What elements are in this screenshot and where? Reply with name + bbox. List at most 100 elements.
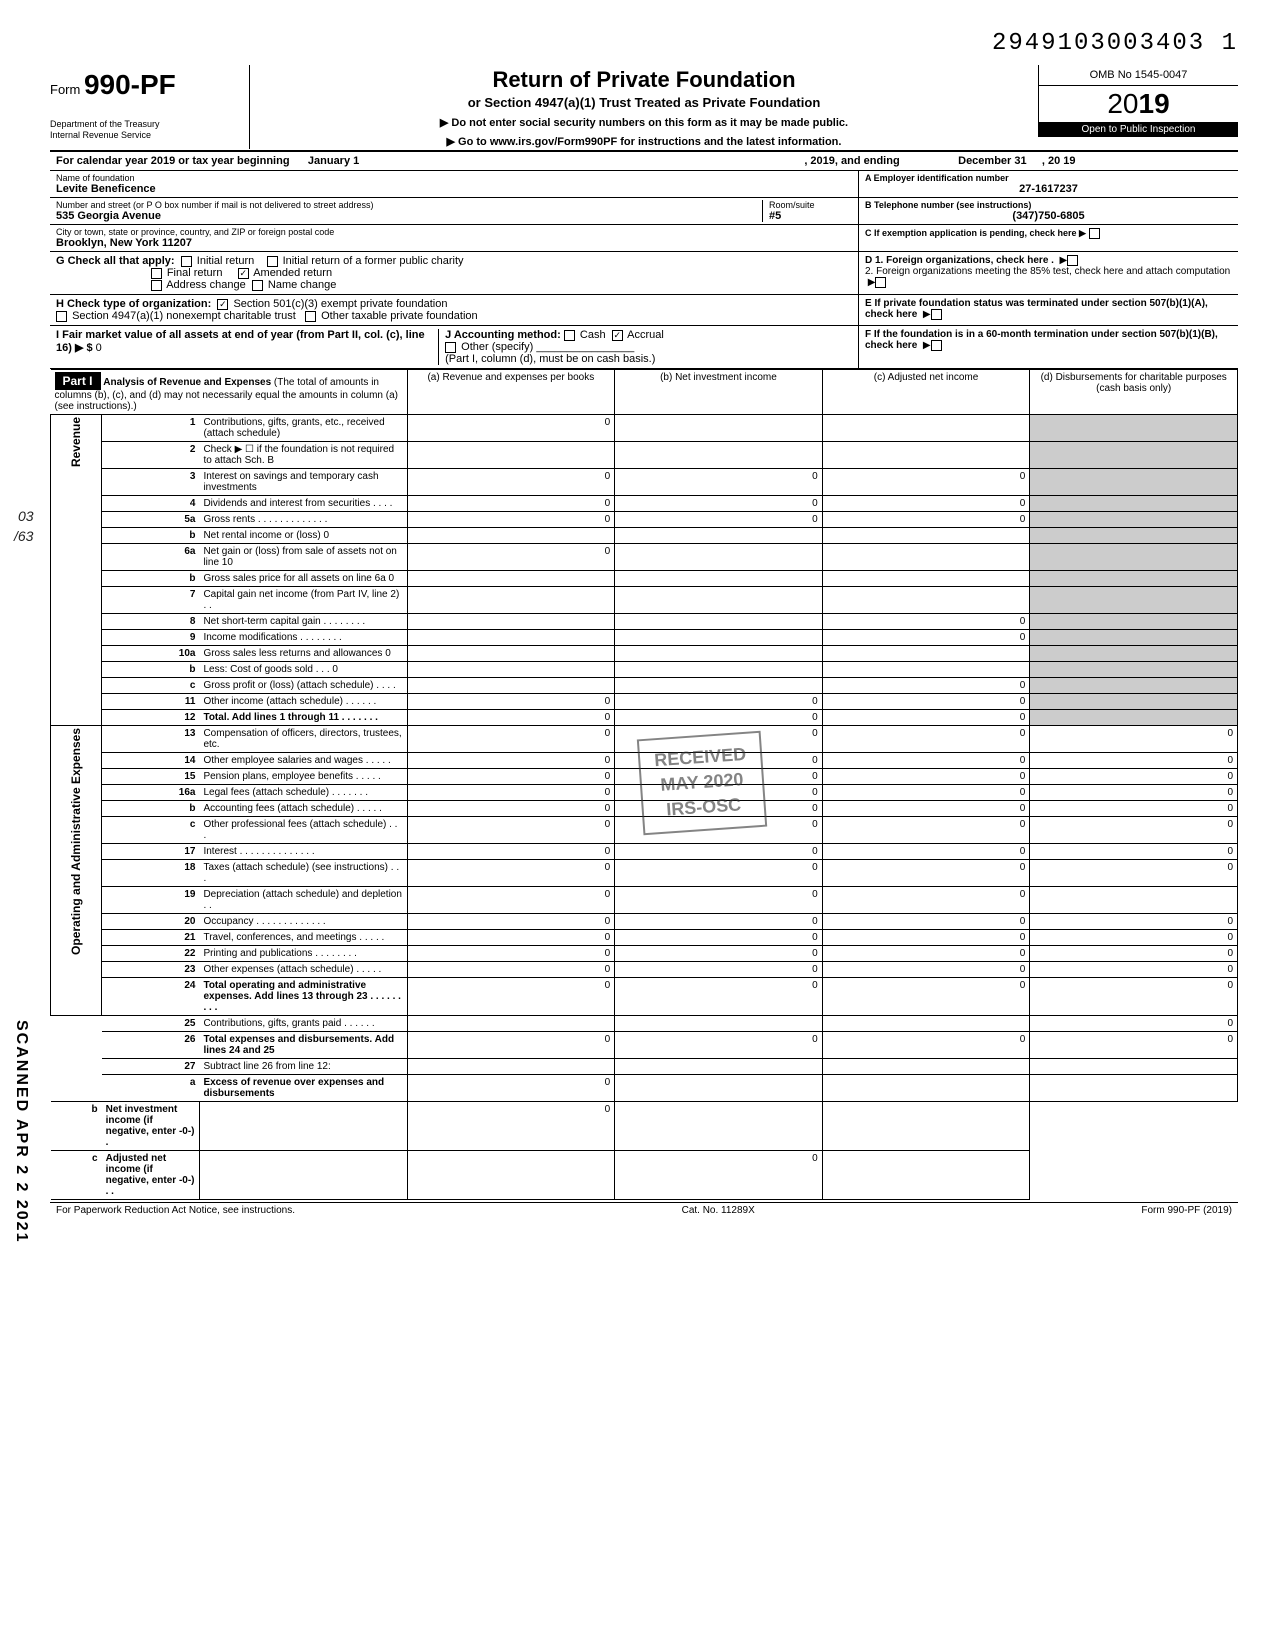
cell-d[interactable]: 0: [1030, 860, 1238, 887]
cell-b[interactable]: [615, 587, 823, 614]
cell-c[interactable]: 0: [822, 726, 1030, 753]
cell-c[interactable]: 0: [822, 817, 1030, 844]
cell-c[interactable]: [822, 544, 1030, 571]
cell-c[interactable]: 0: [822, 785, 1030, 801]
cell-a[interactable]: 0: [407, 544, 615, 571]
cell-b[interactable]: 0: [615, 694, 823, 710]
cell-d[interactable]: 0: [1030, 1016, 1238, 1032]
cell-b[interactable]: [615, 1059, 823, 1075]
cell-b[interactable]: 0: [615, 1032, 823, 1059]
cell-c[interactable]: 0: [822, 1032, 1030, 1059]
chk-501c3[interactable]: ✓: [217, 299, 228, 310]
cell-d[interactable]: [822, 1102, 1030, 1151]
cell-a[interactable]: 0: [407, 512, 615, 528]
cell-a[interactable]: 0: [407, 817, 615, 844]
cell-b[interactable]: [615, 415, 823, 442]
city-state-zip[interactable]: Brooklyn, New York 11207: [56, 237, 852, 249]
cell-b[interactable]: [615, 630, 823, 646]
chk-former-charity[interactable]: [267, 256, 278, 267]
cell-c[interactable]: 0: [822, 860, 1030, 887]
cell-d[interactable]: [1030, 571, 1238, 587]
chk-cash[interactable]: [564, 330, 575, 341]
cell-d[interactable]: 0: [1030, 930, 1238, 946]
cell-d[interactable]: [1030, 678, 1238, 694]
cell-d[interactable]: [1030, 614, 1238, 630]
cell-a[interactable]: [407, 662, 615, 678]
cell-b[interactable]: [615, 571, 823, 587]
cell-d[interactable]: 0: [1030, 785, 1238, 801]
cell-a[interactable]: 0: [407, 785, 615, 801]
cell-d[interactable]: 0: [1030, 1032, 1238, 1059]
cell-d[interactable]: [1030, 442, 1238, 469]
phone-value[interactable]: (347)750-6805: [865, 210, 1232, 222]
cell-b[interactable]: 0: [615, 801, 823, 817]
cell-c[interactable]: [822, 1016, 1030, 1032]
cell-d[interactable]: [1030, 710, 1238, 726]
c-checkbox[interactable]: [1089, 228, 1100, 239]
cell-c[interactable]: 0: [822, 769, 1030, 785]
chk-name-change[interactable]: [252, 280, 263, 291]
cell-d[interactable]: 0: [1030, 844, 1238, 860]
cell-b[interactable]: [615, 544, 823, 571]
cell-a[interactable]: 0: [407, 415, 615, 442]
cell-b[interactable]: 0: [615, 512, 823, 528]
cell-d[interactable]: [1030, 469, 1238, 496]
cell-a[interactable]: 0: [407, 914, 615, 930]
cell-b[interactable]: 0: [615, 710, 823, 726]
cell-d[interactable]: [1030, 512, 1238, 528]
cy-end[interactable]: December 31: [958, 155, 1027, 167]
ein-value[interactable]: 27-1617237: [865, 183, 1232, 195]
cell-b[interactable]: 0: [615, 769, 823, 785]
cell-d[interactable]: [1030, 646, 1238, 662]
cell-a[interactable]: 0: [407, 860, 615, 887]
cell-b[interactable]: [615, 614, 823, 630]
cell-b[interactable]: 0: [615, 930, 823, 946]
cell-a[interactable]: 0: [407, 694, 615, 710]
cell-b[interactable]: [615, 678, 823, 694]
room-suite[interactable]: #5: [769, 210, 852, 222]
cy-begin[interactable]: January 1: [308, 155, 359, 167]
cell-a[interactable]: [407, 442, 615, 469]
cell-a[interactable]: [407, 614, 615, 630]
street-address[interactable]: 535 Georgia Avenue: [56, 210, 762, 222]
cell-a[interactable]: [407, 528, 615, 544]
cell-a[interactable]: 0: [407, 801, 615, 817]
cell-c[interactable]: 0: [822, 962, 1030, 978]
cell-d[interactable]: [1030, 630, 1238, 646]
cell-b[interactable]: 0: [407, 1102, 615, 1151]
cell-a[interactable]: 0: [407, 962, 615, 978]
chk-final-return[interactable]: [151, 268, 162, 279]
cell-c[interactable]: [615, 1102, 823, 1151]
cell-d[interactable]: [1030, 496, 1238, 512]
foundation-name[interactable]: Levite Beneficence: [56, 183, 852, 195]
cell-a[interactable]: 0: [407, 844, 615, 860]
cell-a[interactable]: 0: [407, 726, 615, 753]
cell-d[interactable]: 0: [1030, 978, 1238, 1016]
cell-c[interactable]: [822, 1059, 1030, 1075]
cell-d[interactable]: [1030, 694, 1238, 710]
cell-a[interactable]: [407, 678, 615, 694]
cell-b[interactable]: 0: [615, 496, 823, 512]
cell-d[interactable]: 0: [1030, 946, 1238, 962]
cell-b[interactable]: [615, 1075, 823, 1102]
cell-c[interactable]: 0: [822, 630, 1030, 646]
cell-b[interactable]: [615, 646, 823, 662]
cell-d[interactable]: 0: [1030, 801, 1238, 817]
cell-c[interactable]: [822, 662, 1030, 678]
cell-b[interactable]: 0: [615, 726, 823, 753]
cell-b[interactable]: 0: [615, 844, 823, 860]
cell-a[interactable]: 0: [407, 469, 615, 496]
cell-c[interactable]: 0: [822, 801, 1030, 817]
cell-c[interactable]: [822, 571, 1030, 587]
cell-b[interactable]: [615, 1016, 823, 1032]
i-value[interactable]: 0: [96, 342, 102, 354]
cell-d[interactable]: 0: [1030, 753, 1238, 769]
cell-b[interactable]: 0: [615, 914, 823, 930]
cell-c[interactable]: [822, 415, 1030, 442]
cell-b[interactable]: 0: [615, 785, 823, 801]
cell-c[interactable]: 0: [822, 694, 1030, 710]
chk-address-change[interactable]: [151, 280, 162, 291]
cell-d[interactable]: 0: [1030, 769, 1238, 785]
cell-b[interactable]: [615, 528, 823, 544]
cell-c[interactable]: 0: [822, 753, 1030, 769]
